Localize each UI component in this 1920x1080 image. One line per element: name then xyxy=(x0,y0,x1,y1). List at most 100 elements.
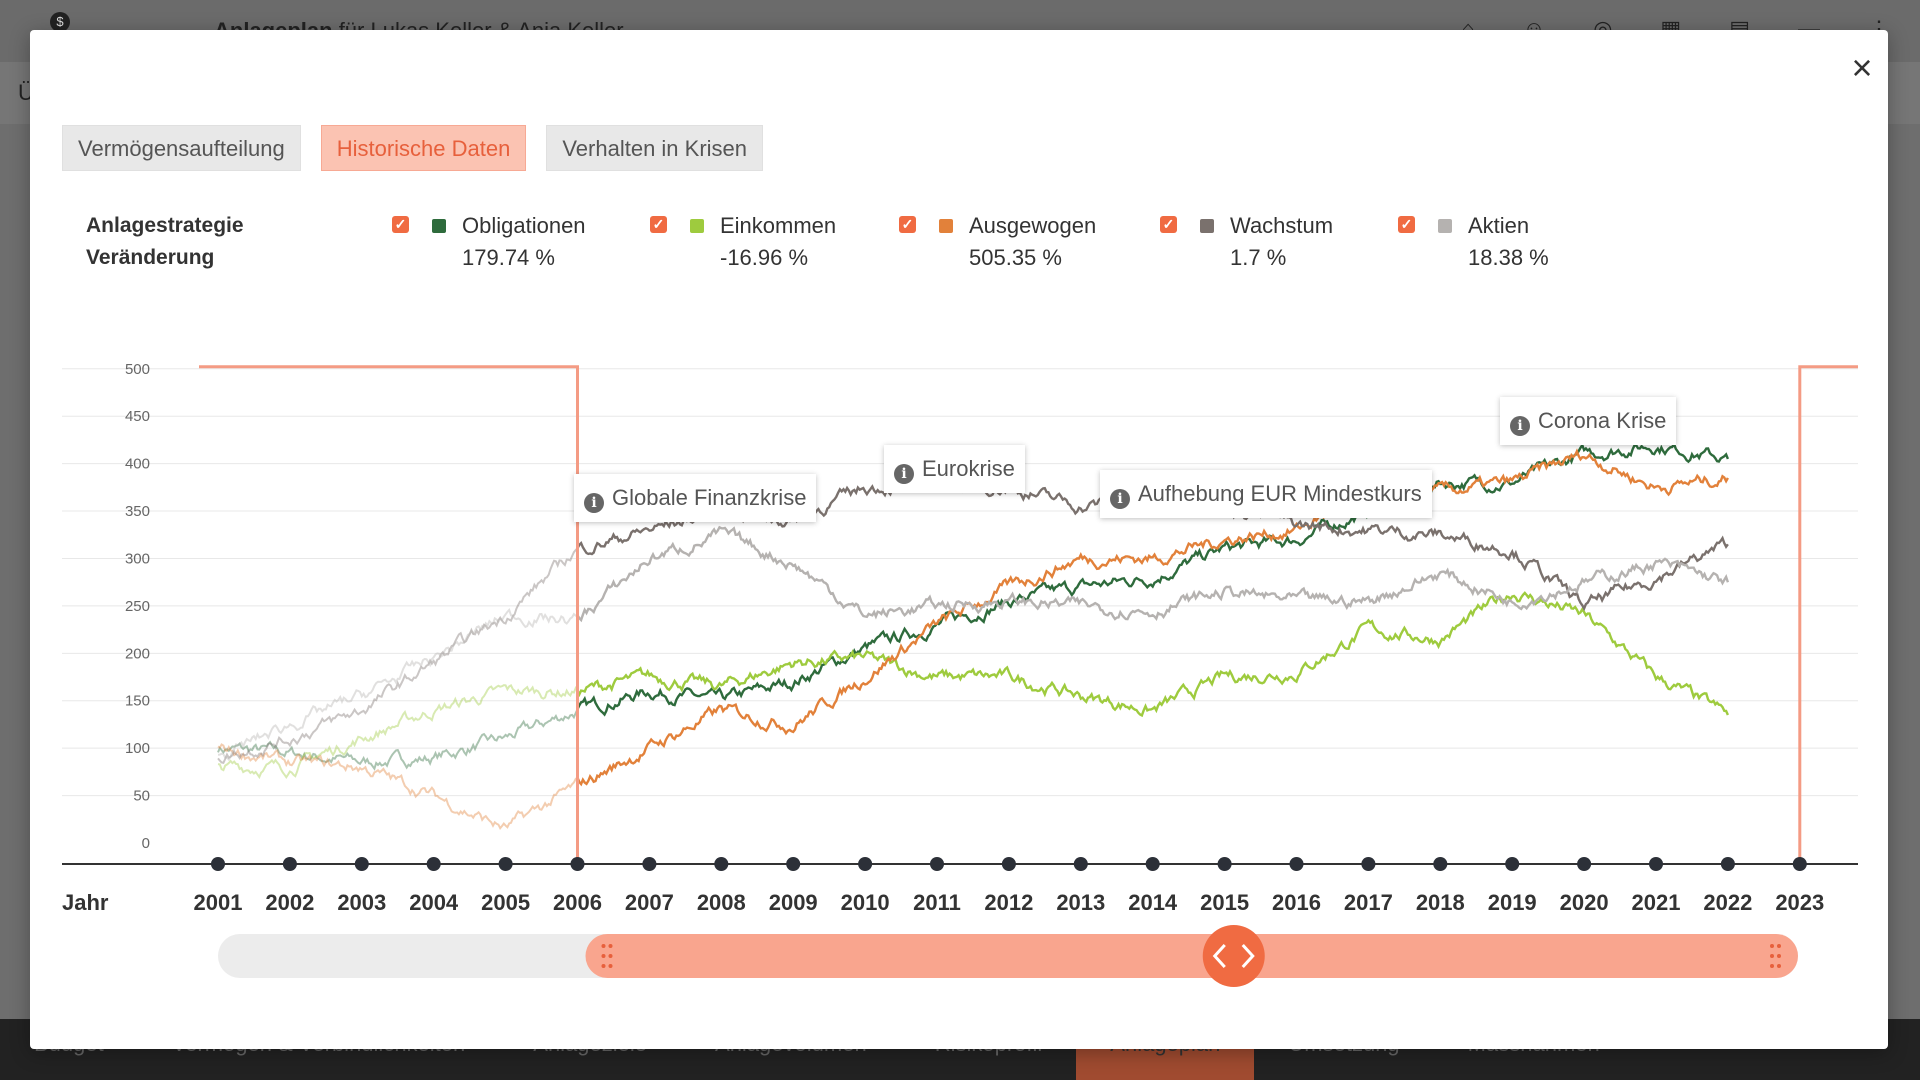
x-tick-dot xyxy=(354,857,369,871)
x-tick-label: 2011 xyxy=(913,890,961,915)
x-tick-dot xyxy=(714,857,729,871)
x-tick-dot xyxy=(211,857,225,871)
x-tick-dot xyxy=(1073,857,1088,871)
x-tick-dot xyxy=(1433,857,1448,871)
range-slider-handle-right[interactable] xyxy=(1777,964,1781,968)
range-slider-handle-left[interactable] xyxy=(601,954,606,958)
x-tick-label: 2012 xyxy=(984,890,1033,915)
y-tick-label: 0 xyxy=(142,835,150,852)
x-tick-dot xyxy=(1145,857,1160,871)
x-tick-dot xyxy=(1505,857,1520,871)
x-tick-dot xyxy=(1289,857,1304,871)
x-tick-label: 2006 xyxy=(553,890,602,915)
series-name: Aktien xyxy=(1468,213,1530,238)
series-swatch xyxy=(1200,219,1214,233)
range-slider-handle-right[interactable] xyxy=(1770,944,1774,948)
series-change: 505.35 % xyxy=(969,245,1062,270)
range-slider-selection[interactable] xyxy=(585,934,1799,978)
legend-label: Anlagestrategie Veränderung xyxy=(86,214,244,269)
crisis-annotation[interactable]: i Globale Finanzkrise xyxy=(574,474,817,522)
x-tick-dot xyxy=(282,857,297,871)
series-line-einkommen-faded xyxy=(217,684,579,780)
x-tick-label: 2002 xyxy=(265,890,314,915)
range-slider-knob[interactable] xyxy=(1202,925,1265,987)
annotation-label: Globale Finanzkrise xyxy=(612,485,807,510)
x-tick-label: 2003 xyxy=(337,890,386,915)
x-tick-dot xyxy=(1217,857,1232,871)
series-line-aktien-faded xyxy=(217,607,578,762)
range-slider-handle-left[interactable] xyxy=(601,944,606,948)
series-name: Wachstum xyxy=(1230,213,1334,238)
series-change: 18.38 % xyxy=(1468,245,1549,270)
checkbox[interactable]: ✓ xyxy=(1398,216,1415,233)
range-slider-handle-left[interactable] xyxy=(608,944,613,948)
series-name: Ausgewogen xyxy=(969,213,1097,238)
x-tick-dot xyxy=(930,857,944,871)
x-tick-label: 2008 xyxy=(697,890,746,915)
x-tick-label: 2001 xyxy=(194,890,243,915)
checkbox[interactable]: ✓ xyxy=(899,216,916,233)
chevron-left-icon xyxy=(1212,943,1226,969)
series-change: -16.96 % xyxy=(720,245,809,270)
x-tick-dot xyxy=(642,857,657,871)
x-tick-label: 2004 xyxy=(409,890,459,915)
logo-icon: $ xyxy=(50,12,70,32)
x-tick-label: 2009 xyxy=(769,890,818,915)
annotation-label: Eurokrise xyxy=(922,456,1015,481)
modal-dialog: × Vermögensaufteilung Historische Daten … xyxy=(30,30,1888,1049)
crisis-annotation[interactable]: i Corona Krise xyxy=(1500,397,1677,445)
x-tick-dot xyxy=(1792,857,1807,871)
x-tick-dot xyxy=(1001,857,1016,871)
x-tick-label: 2023 xyxy=(1775,890,1824,915)
x-tick-label: 2015 xyxy=(1200,890,1249,915)
y-tick-label: 400 xyxy=(125,456,150,473)
x-tick-label: 2013 xyxy=(1056,890,1105,915)
x-tick-dot xyxy=(858,857,873,871)
range-slider-handle-right[interactable] xyxy=(1770,954,1774,958)
info-icon: i xyxy=(894,464,914,484)
x-tick-dot xyxy=(426,857,441,871)
range-slider-handle-right[interactable] xyxy=(1777,944,1781,948)
tab-historische-daten[interactable]: Historische Daten xyxy=(320,125,527,171)
y-tick-label: 200 xyxy=(125,645,150,662)
series-swatch xyxy=(1438,219,1452,233)
annotation-label: Corona Krise xyxy=(1538,408,1667,433)
range-slider-handle-left[interactable] xyxy=(608,964,613,968)
checkbox[interactable]: ✓ xyxy=(392,216,409,233)
tab-bar: Vermögensaufteilung Historische Daten Ve… xyxy=(62,125,764,171)
x-tick-dot xyxy=(1649,857,1663,871)
y-tick-label: 500 xyxy=(125,361,150,378)
series-name: Einkommen xyxy=(720,213,837,238)
range-slider-handle-right[interactable] xyxy=(1777,954,1781,958)
info-icon: i xyxy=(1110,489,1130,509)
x-tick-dot xyxy=(570,857,585,871)
annotation-label: Aufhebung EUR Mindestkurs xyxy=(1138,481,1422,506)
x-tick-dot xyxy=(1361,857,1376,871)
range-slider-handle-left[interactable] xyxy=(608,954,613,958)
info-icon: i xyxy=(584,493,604,513)
range-slider-handle-left[interactable] xyxy=(601,964,606,968)
tab-verhalten-in-krisen[interactable]: Verhalten in Krisen xyxy=(546,125,764,171)
x-tick-label: 2007 xyxy=(625,890,674,915)
y-tick-label: 250 xyxy=(125,598,150,615)
y-tick-label: 50 xyxy=(133,788,150,805)
y-tick-label: 450 xyxy=(125,408,150,425)
crisis-annotation[interactable]: i Aufhebung EUR Mindestkurs xyxy=(1100,470,1432,518)
x-tick-label: 2005 xyxy=(481,890,530,915)
x-tick-label: 2017 xyxy=(1344,890,1393,915)
y-tick-label: 350 xyxy=(125,503,150,520)
tab-vermoegensaufteilung[interactable]: Vermögensaufteilung xyxy=(62,125,301,171)
range-slider-handle-right[interactable] xyxy=(1770,964,1774,968)
close-icon[interactable]: × xyxy=(1851,47,1873,88)
x-tick-label: 2014 xyxy=(1128,890,1178,915)
range-start-line xyxy=(199,365,579,862)
checkbox[interactable]: ✓ xyxy=(650,216,667,233)
x-axis-label: Jahr xyxy=(62,890,109,915)
x-tick-label: 2020 xyxy=(1560,890,1609,915)
crisis-annotation[interactable]: i Eurokrise xyxy=(884,445,1025,493)
series-line-einkommen xyxy=(576,591,1729,718)
series-name: Obligationen xyxy=(462,213,586,238)
x-tick-dot xyxy=(786,857,801,871)
checkbox[interactable]: ✓ xyxy=(1160,216,1177,233)
